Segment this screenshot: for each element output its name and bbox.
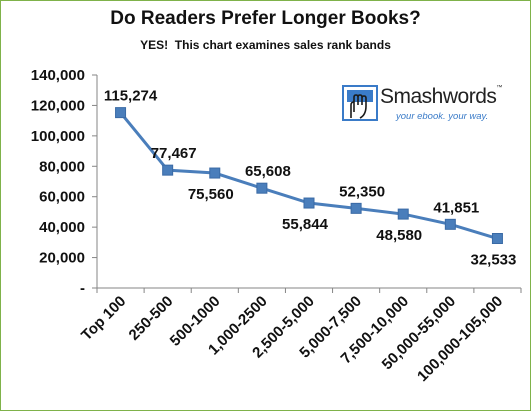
data-label: 32,533 xyxy=(470,252,516,269)
data-point-marker xyxy=(162,164,174,176)
data-label: 52,350 xyxy=(339,183,385,200)
data-label: 77,467 xyxy=(151,145,197,162)
data-label: 48,580 xyxy=(376,227,422,244)
y-tick-label: 100,000 xyxy=(31,128,85,145)
y-tick-label: 60,000 xyxy=(39,189,85,206)
logo-tagline: your ebook. your way. xyxy=(396,111,489,122)
book-reader-icon xyxy=(342,85,378,121)
data-point-marker xyxy=(209,167,221,179)
chart-title: Do Readers Prefer Longer Books? xyxy=(110,8,421,29)
x-tick-label: 100,000-105,000 xyxy=(414,293,506,385)
y-tick-label: 80,000 xyxy=(39,158,85,175)
x-tick-label: Top 100 xyxy=(78,293,129,344)
data-point-marker xyxy=(256,182,268,194)
y-tick-label: 120,000 xyxy=(31,97,85,114)
data-point-marker xyxy=(350,202,362,214)
y-tick-label: 140,000 xyxy=(31,67,85,84)
data-point-marker xyxy=(115,107,127,119)
data-label: 55,844 xyxy=(282,216,329,233)
y-tick-label: - xyxy=(80,280,85,297)
data-label: 115,274 xyxy=(104,88,158,105)
data-label: 65,608 xyxy=(245,163,291,180)
data-label: 41,851 xyxy=(433,199,479,216)
data-point-marker xyxy=(397,208,409,220)
y-tick-label: 20,000 xyxy=(39,250,85,267)
data-point-marker xyxy=(444,218,456,230)
data-label: 75,560 xyxy=(188,186,234,203)
smashwords-logo: Smashwords™ your ebook. your way. xyxy=(340,83,502,125)
chart-subtitle: YES! This chart examines sales rank band… xyxy=(140,38,391,52)
logo-brand: Smashwords™ xyxy=(380,85,502,108)
data-point-marker xyxy=(491,233,503,245)
data-point-marker xyxy=(303,197,315,209)
y-tick-label: 40,000 xyxy=(39,219,85,236)
